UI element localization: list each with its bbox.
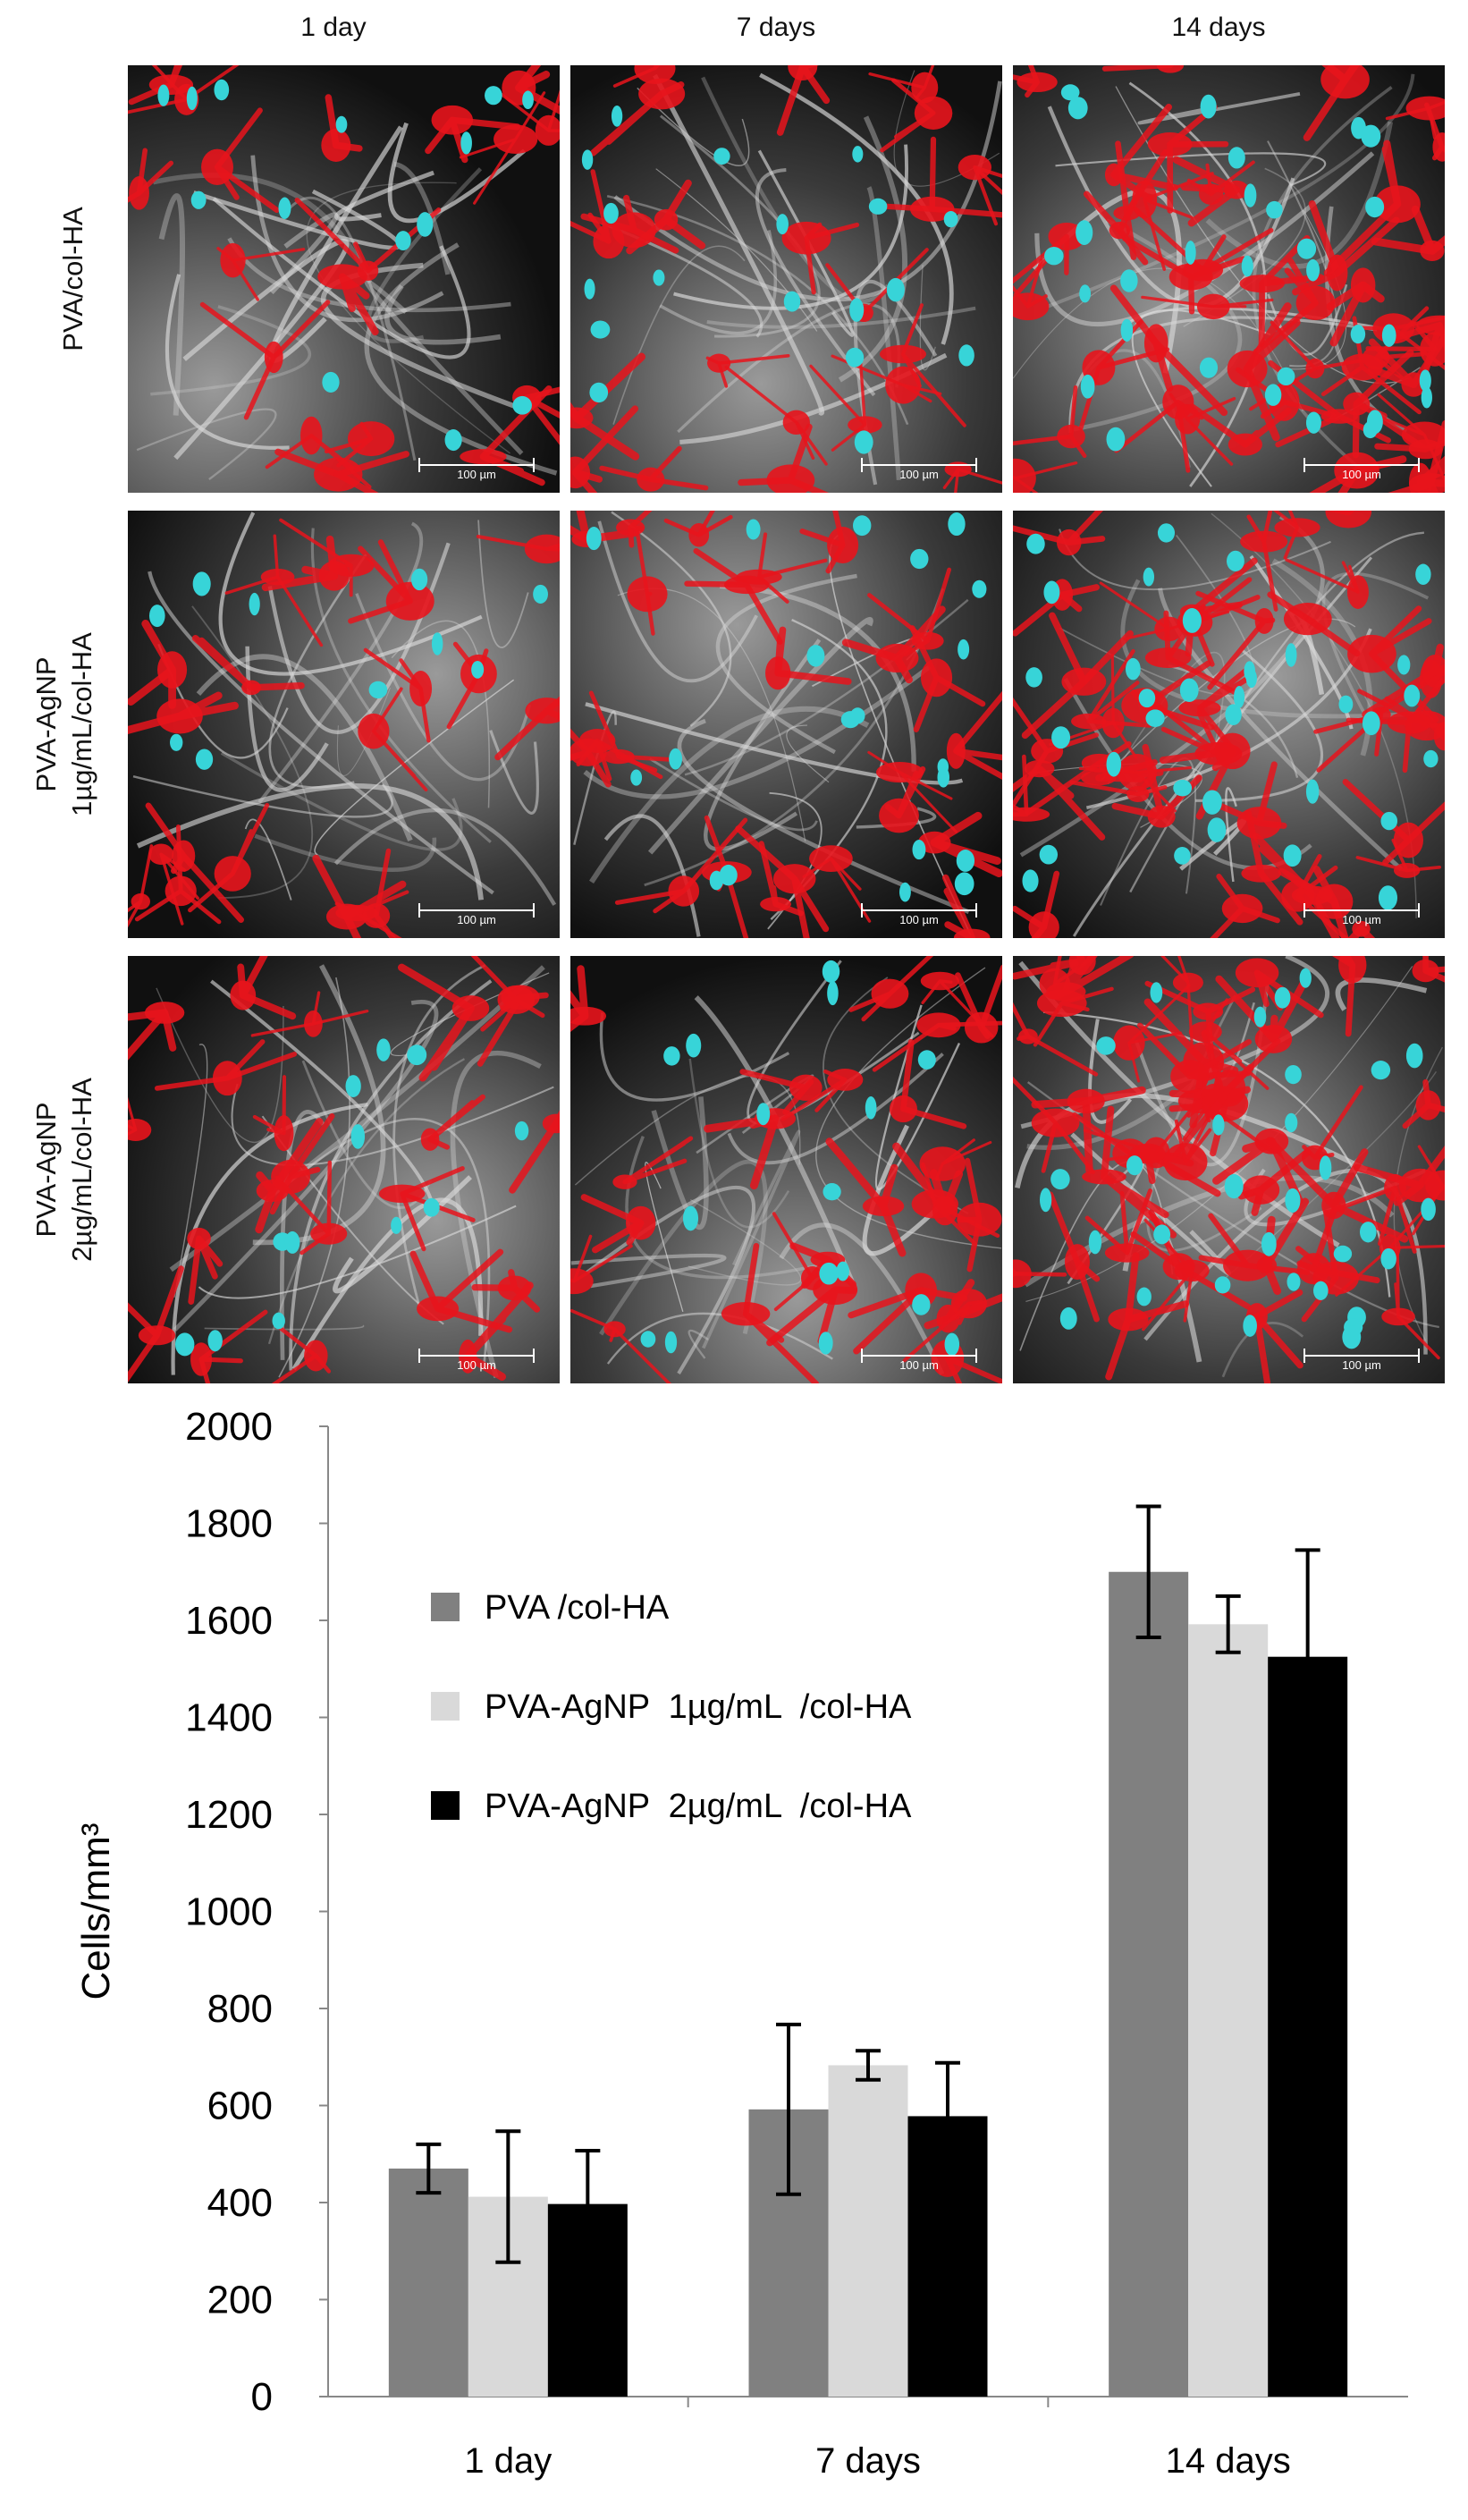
scale-bar-label: 100 µm: [1342, 1358, 1381, 1372]
y-tick-label: 400: [207, 2181, 273, 2225]
scale-bar: 100 µm: [418, 1349, 535, 1372]
micrograph-r2-c1: 100 µm: [128, 511, 560, 938]
y-tick-label: 2000: [185, 1405, 273, 1449]
y-tick-label: 800: [207, 1987, 273, 2031]
y-tick-label: 1200: [185, 1793, 273, 1837]
y-tick-label: 1000: [185, 1890, 273, 1934]
legend-label: PVA-AgNP 1µg/mL /col-HA: [485, 1688, 912, 1726]
scale-bar: 100 µm: [1303, 903, 1420, 926]
y-tick-label: 1400: [185, 1696, 273, 1740]
column-label-7-days: 7 days: [736, 13, 816, 42]
micrograph-r1-c1: 100 µm: [128, 65, 560, 493]
row-label-line: PVA-AgNP: [30, 1102, 62, 1238]
scale-bar: 100 µm: [418, 458, 535, 481]
y-tick-label: 600: [207, 2084, 273, 2128]
column-label-1-day: 1 day: [300, 13, 367, 42]
row-label-pva-col-ha: PVA/col-HA: [55, 69, 91, 489]
y-tick-label: 1600: [185, 1599, 273, 1643]
legend-label: PVA-AgNP 2µg/mL /col-HA: [485, 1788, 912, 1825]
bar: [1268, 1656, 1348, 2397]
scale-bar-label: 100 µm: [899, 913, 939, 926]
micrograph-r1-c2: 100 µm: [570, 65, 1002, 493]
row-label-line: PVA-AgNP: [30, 656, 62, 792]
scale-bar-label: 100 µm: [1342, 468, 1381, 481]
scale-bar-label: 100 µm: [1342, 913, 1381, 926]
x-tick-label: 14 days: [1166, 2441, 1291, 2481]
micrograph-r3-c2: 100 µm: [570, 956, 1002, 1383]
scale-bar: 100 µm: [861, 1349, 977, 1372]
scale-bar-label: 100 µm: [899, 1358, 939, 1372]
scale-bar: 100 µm: [861, 903, 977, 926]
legend-swatch: [431, 1692, 460, 1721]
y-tick-label: 0: [251, 2375, 273, 2419]
cell-density-bar-chart: 0 200 400 600 800 1000 1200 1400 1600 1800 2000 Cel…: [74, 1405, 1408, 2481]
bar: [1188, 1624, 1269, 2397]
row-label-pva-agnp-2: PVA-AgNP 2µg/mL/col-HA: [29, 960, 100, 1380]
scale-bar-label: 100 µm: [899, 468, 939, 481]
row-label-line: PVA/col-HA: [57, 207, 89, 351]
y-axis-title: Cells/mm³: [74, 1823, 118, 2000]
column-label-14-days: 14 days: [1171, 13, 1266, 42]
scale-bar-label: 100 µm: [457, 1358, 496, 1372]
bar: [1109, 1571, 1189, 2397]
scale-bar-label: 100 µm: [457, 468, 496, 481]
row-label-line: 2µg/mL/col-HA: [66, 1078, 97, 1262]
scale-bar: 100 µm: [861, 458, 977, 481]
row-label-pva-agnp-1: PVA-AgNP 1µg/mL/col-HA: [29, 514, 100, 934]
bar: [828, 2065, 908, 2397]
micrograph-r3-c3: 100 µm: [1013, 956, 1445, 1383]
legend-swatch: [431, 1593, 460, 1621]
y-tick-label: 1800: [185, 1502, 273, 1546]
legend-swatch: [431, 1791, 460, 1820]
y-tick-label: 200: [207, 2279, 273, 2322]
micrograph-r2-c2: 100 µm: [570, 511, 1002, 938]
scale-bar-label: 100 µm: [457, 913, 496, 926]
bar: [388, 2169, 468, 2397]
scale-bar: 100 µm: [418, 903, 535, 926]
x-tick-label: 1 day: [464, 2441, 552, 2481]
scale-bar: 100 µm: [1303, 458, 1420, 481]
row-label-line: 1µg/mL/col-HA: [66, 632, 97, 816]
micrograph-r3-c1: 100 µm: [128, 956, 560, 1383]
micrograph-r2-c3: 100 µm: [1013, 511, 1445, 938]
micrograph-r1-c3: 100 µm: [1013, 65, 1445, 493]
legend-label: PVA /col-HA: [485, 1589, 670, 1627]
scale-bar: 100 µm: [1303, 1349, 1420, 1372]
x-tick-label: 7 days: [815, 2441, 921, 2481]
